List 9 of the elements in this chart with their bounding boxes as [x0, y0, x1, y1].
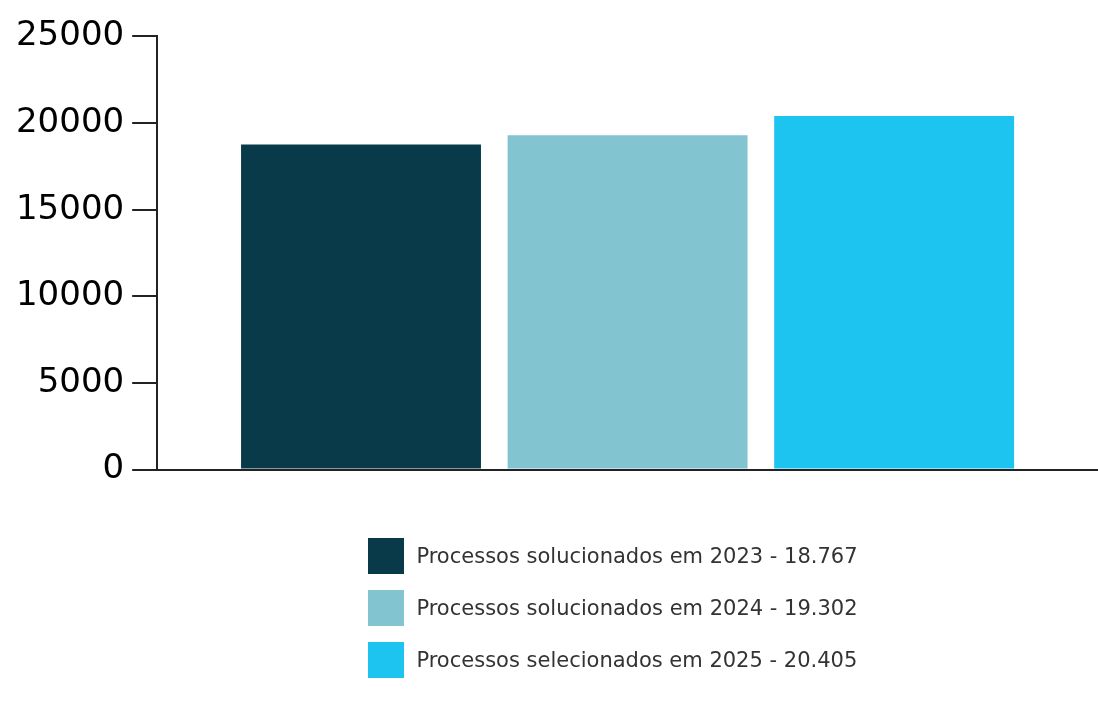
legend-label: Processos solucionados em 2024 - 19.302 [416, 596, 858, 620]
legend-label: Processos solucionados em 2023 - 18.767 [416, 544, 858, 568]
y-tick-label: 15000 [15, 186, 125, 227]
y-tick-label: 0 [102, 446, 125, 487]
y-tick-label: 10000 [15, 273, 125, 314]
y-tick-label: 25000 [15, 13, 125, 54]
y-tick-label: 5000 [37, 359, 125, 400]
y-tick-label: 20000 [15, 99, 125, 140]
legend-label: Processos selecionados em 2025 - 20.405 [416, 648, 858, 672]
